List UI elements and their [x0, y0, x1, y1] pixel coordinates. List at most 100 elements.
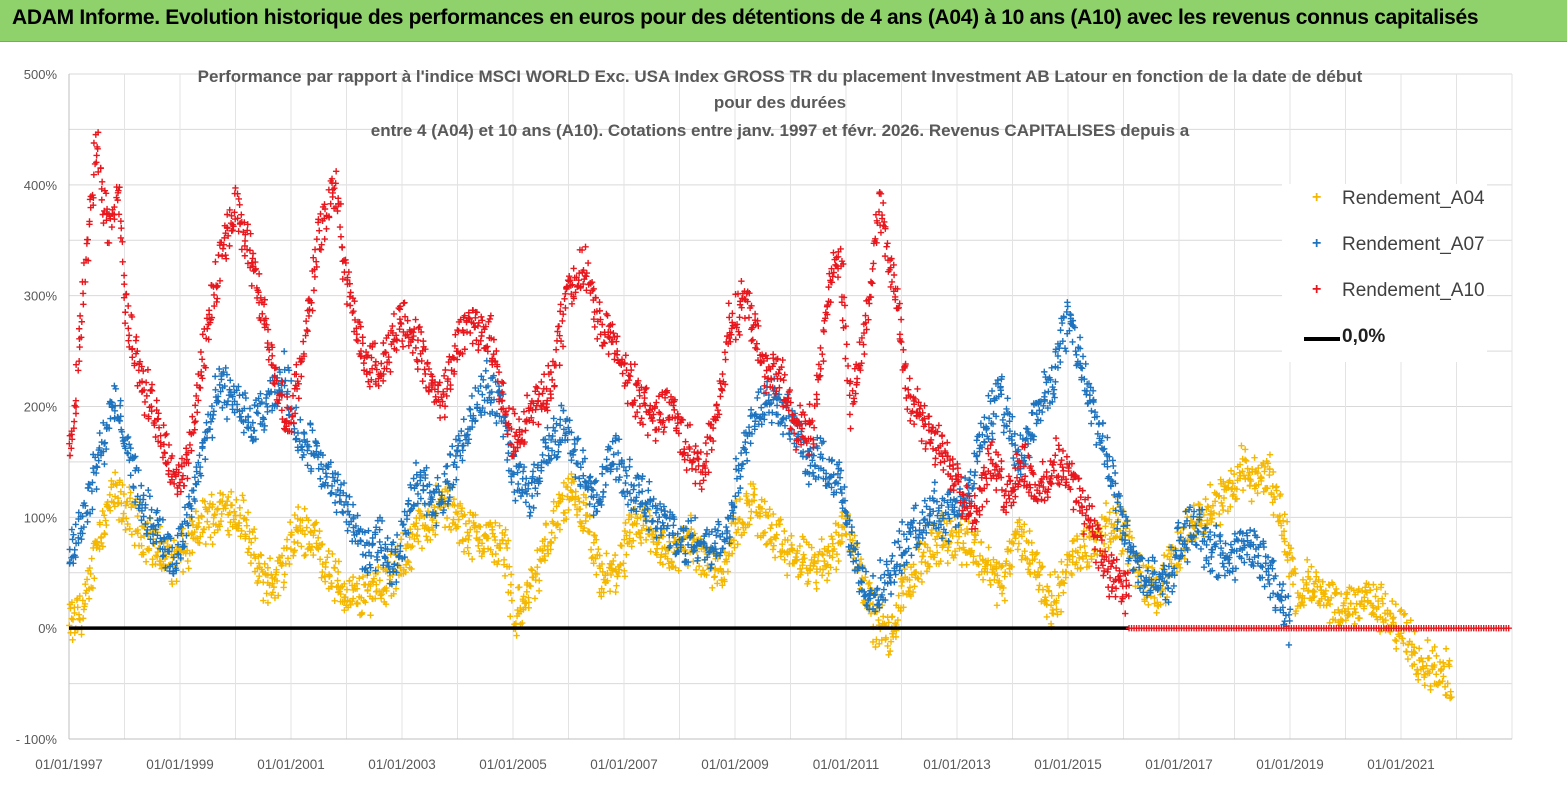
data-point-marker — [519, 619, 526, 627]
data-point-marker — [517, 492, 525, 500]
data-point-marker — [1392, 600, 1399, 608]
data-point-marker — [184, 557, 191, 565]
data-point-marker — [211, 373, 219, 380]
data-point-marker — [443, 514, 451, 522]
data-point-marker — [454, 523, 461, 530]
data-point-marker — [1238, 442, 1245, 449]
data-point-marker — [205, 524, 213, 531]
data-point-marker — [1332, 590, 1339, 598]
data-point-marker — [529, 468, 537, 475]
data-point-marker — [1063, 568, 1070, 576]
data-point-marker — [885, 619, 892, 626]
data-point-marker — [786, 435, 794, 443]
data-point-marker — [123, 515, 130, 522]
data-point-marker — [316, 527, 323, 535]
data-point-marker — [1227, 541, 1235, 548]
data-point-marker — [409, 349, 416, 356]
data-point-marker — [397, 536, 405, 543]
data-point-marker — [732, 455, 740, 462]
data-point-marker — [1216, 510, 1223, 518]
data-point-marker — [649, 517, 657, 525]
data-point-marker — [75, 367, 82, 374]
data-point-marker — [147, 386, 155, 394]
data-point-marker — [873, 636, 880, 643]
data-point-marker — [1102, 499, 1110, 507]
data-point-marker — [944, 560, 951, 567]
data-point-marker — [640, 522, 647, 529]
y-tick-label: 0% — [38, 621, 57, 636]
data-point-marker — [471, 524, 479, 531]
data-point-marker — [152, 560, 159, 568]
data-point-marker — [370, 575, 378, 582]
data-point-marker — [1082, 360, 1089, 368]
series-Rendement_A10 — [66, 129, 1133, 617]
data-point-marker — [251, 568, 259, 575]
data-point-marker — [1227, 467, 1235, 474]
data-point-marker — [179, 568, 187, 576]
data-point-marker — [887, 590, 895, 598]
data-point-marker — [461, 511, 468, 519]
data-point-marker — [69, 536, 76, 543]
data-point-marker — [503, 544, 511, 552]
data-point-marker — [269, 580, 276, 587]
y-tick-label: 400% — [24, 178, 58, 193]
data-point-marker — [83, 576, 91, 583]
data-point-marker — [256, 572, 263, 580]
data-point-marker — [287, 545, 295, 553]
data-point-marker — [957, 526, 965, 534]
data-point-marker — [191, 528, 198, 536]
data-point-marker — [606, 588, 614, 595]
data-point-marker — [1073, 532, 1081, 540]
y-tick-label: - 100% — [16, 732, 58, 747]
data-point-marker — [1081, 542, 1088, 550]
data-point-marker — [882, 634, 890, 642]
data-point-marker — [891, 579, 898, 586]
data-point-marker — [215, 251, 222, 259]
data-point-marker — [199, 529, 206, 536]
data-point-marker — [670, 522, 677, 529]
data-point-marker — [359, 573, 367, 581]
data-point-marker — [226, 242, 233, 250]
data-point-marker — [299, 527, 306, 534]
data-point-marker — [209, 541, 216, 548]
data-point-marker — [909, 588, 917, 596]
data-point-marker — [1382, 590, 1389, 597]
data-point-marker — [1027, 570, 1034, 578]
data-point-marker — [590, 560, 597, 567]
data-point-marker — [934, 549, 941, 556]
data-point-marker — [595, 545, 602, 553]
data-point-marker — [76, 312, 84, 320]
data-point-marker — [825, 543, 832, 550]
data-point-marker — [1230, 470, 1238, 478]
data-point-marker — [399, 343, 407, 350]
data-point-marker — [1026, 527, 1033, 535]
data-point-marker — [591, 532, 598, 539]
data-point-marker — [776, 520, 784, 528]
data-point-marker — [528, 479, 535, 486]
data-point-marker — [266, 555, 274, 562]
data-point-marker — [1105, 544, 1112, 551]
data-point-marker — [192, 508, 200, 515]
data-point-marker — [210, 291, 218, 299]
data-point-marker — [999, 562, 1006, 569]
data-point-marker — [835, 557, 842, 565]
data-point-marker — [146, 493, 154, 500]
data-point-marker — [1048, 364, 1055, 372]
data-point-marker — [121, 280, 128, 288]
data-point-marker — [180, 482, 188, 489]
data-point-marker — [838, 489, 846, 497]
data-point-marker — [918, 578, 926, 586]
data-point-marker — [576, 505, 584, 513]
data-point-marker — [341, 580, 348, 588]
data-point-marker — [714, 580, 721, 587]
data-point-marker — [79, 597, 87, 604]
data-point-marker — [1106, 509, 1113, 516]
data-point-marker — [998, 590, 1006, 597]
data-point-marker — [1073, 559, 1080, 566]
data-point-marker — [72, 403, 80, 411]
data-point-marker — [84, 236, 91, 243]
data-point-marker — [300, 338, 307, 345]
data-point-marker — [675, 567, 682, 574]
data-point-marker — [1279, 580, 1287, 588]
data-point-marker — [527, 582, 534, 590]
